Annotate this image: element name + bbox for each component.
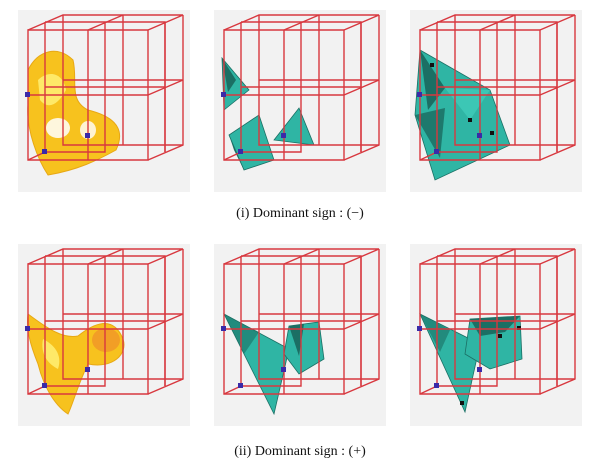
cube-grid-lines (419, 14, 576, 161)
grid-cube-2-1 (25, 248, 184, 415)
cube-grid-lines (419, 248, 576, 395)
grid-cube-1-1 (25, 14, 184, 176)
yellow-isosurface (27, 50, 121, 176)
caption-row-1: (i) Dominant sign : (−) (236, 206, 364, 221)
figure-row-2: (ii) Dominant sign : (+) (0, 238, 600, 468)
vertex-markers (417, 92, 482, 154)
cube-grid-lines (223, 248, 380, 395)
vertex-markers (221, 326, 286, 388)
panel-1-2 (214, 10, 386, 192)
panel-2-1 (18, 244, 190, 426)
cube-grid-lines (27, 14, 184, 161)
grid-cube-1-3 (414, 14, 576, 181)
teal-polygon-fragments (221, 56, 315, 171)
panel-1-1 (18, 10, 190, 192)
vertex-markers (25, 326, 90, 388)
grid-cube-2-3 (417, 248, 576, 414)
grid-cube-2-2 (221, 248, 380, 416)
caption-row-2: (ii) Dominant sign : (+) (234, 444, 366, 459)
panel-2-2 (214, 244, 386, 426)
vertex-markers (221, 92, 286, 154)
grid-cube-1-2 (221, 14, 380, 171)
vertex-markers (417, 326, 482, 388)
vertex-markers (25, 92, 90, 154)
panel-2-3 (410, 244, 582, 426)
figure-row-1: (i) Dominant sign : (−) (0, 0, 600, 230)
panel-1-3 (410, 10, 582, 192)
yellow-isosurface (27, 313, 125, 415)
